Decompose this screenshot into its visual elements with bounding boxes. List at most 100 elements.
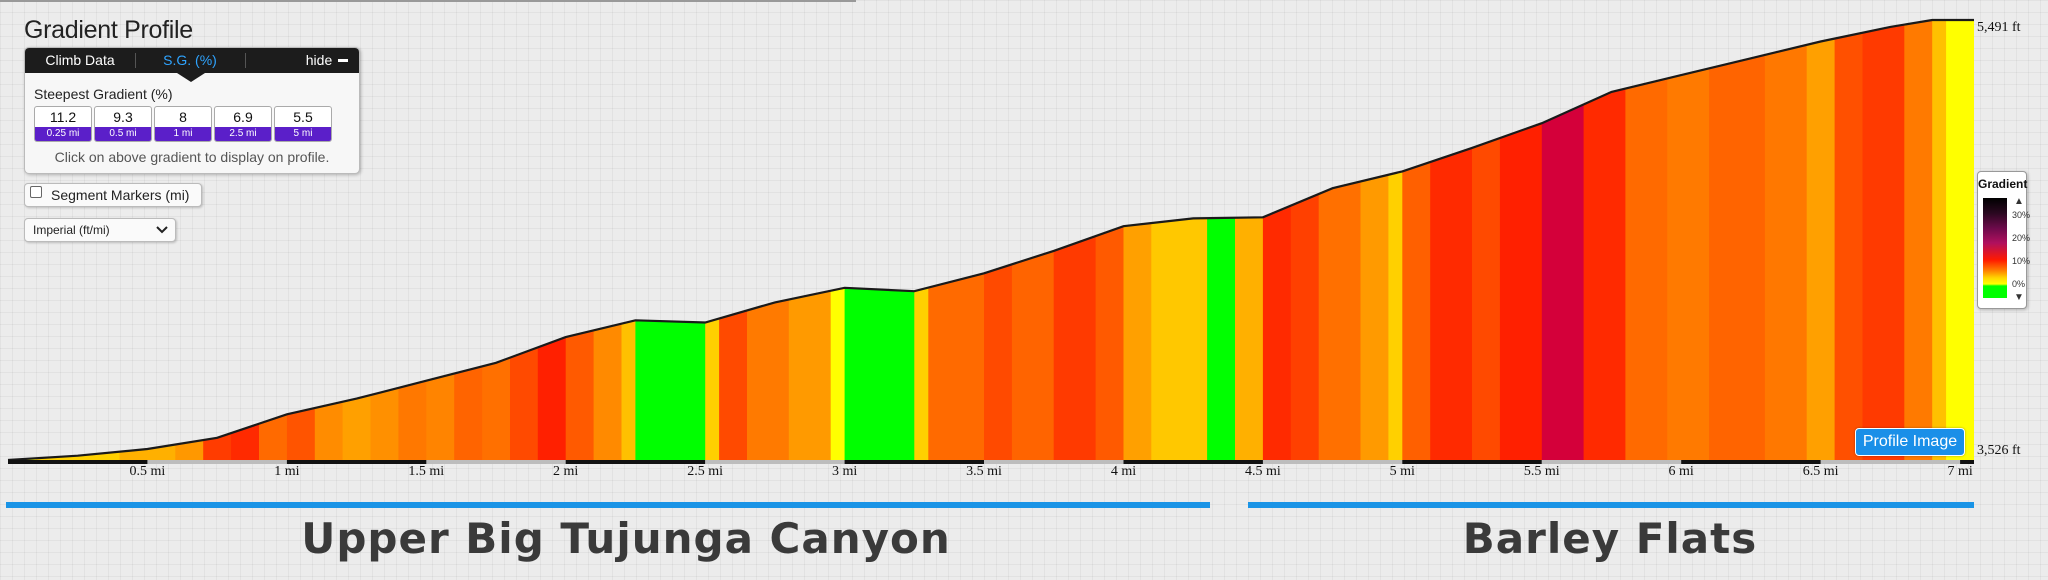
gradient-button-1mi[interactable]: 8 1 mi [154, 106, 212, 142]
segment-bar-upper-big-tujunga [6, 502, 1210, 508]
legend-title: Gradient [1978, 177, 2028, 191]
gradient-segment [1207, 20, 1236, 460]
distance-label: 0.5 mi [129, 464, 166, 479]
gradient-segment [621, 20, 636, 460]
hide-button[interactable]: hide [295, 48, 359, 73]
gradient-legend: Gradient ▲ 30% 20% 10% 0% ▼ [1977, 171, 2031, 309]
elevation-bottom-label: 3,526 ft [1977, 443, 2021, 458]
profile-image-button[interactable]: Profile Image [1855, 428, 1965, 456]
distance-label: 6 mi [1668, 464, 1694, 479]
mile-bar [1123, 460, 1263, 464]
page-title: Gradient Profile [24, 16, 193, 44]
gradient-segment [914, 20, 929, 460]
gradient-segment [1011, 20, 1055, 460]
gradient-distance: 0.5 mi [95, 127, 151, 141]
distance-label: 7 mi [1947, 464, 1973, 479]
segment-markers-checkbox[interactable] [30, 186, 42, 198]
gradient-hint: Click on above gradient to display on pr… [54, 149, 330, 165]
gradient-segment [984, 20, 1013, 460]
legend-color-bar [1983, 198, 2007, 298]
units-select[interactable]: Imperial (ft/mi) [24, 218, 176, 242]
gradient-distance: 1 mi [155, 127, 211, 141]
gradient-value: 9.3 [113, 109, 133, 125]
gradient-segment [1862, 20, 1905, 460]
gradient-segment [1499, 20, 1543, 460]
segment-name-upper-big-tujunga: Upper Big Tujunga Canyon [301, 514, 951, 563]
arrow-up-icon: ▲ [2014, 196, 2024, 207]
legend-tick: 20% [2012, 233, 2031, 243]
distance-label: 2.5 mi [687, 464, 724, 479]
legend-tick: 30% [2012, 210, 2031, 220]
mile-bars [8, 460, 1974, 464]
segment-bar-barley-flats [1248, 502, 1974, 508]
gradient-segment [1583, 20, 1626, 460]
distance-label: 3.5 mi [966, 464, 1002, 479]
units-selected-value: Imperial (ft/mi) [33, 223, 110, 237]
legend-tick: 0% [2012, 279, 2026, 289]
gradient-segment [1932, 20, 1947, 460]
gradient-segment [1904, 20, 1933, 460]
gradient-segment [1318, 20, 1362, 460]
distance-label: 3 mi [831, 464, 858, 479]
gradient-value: 6.9 [233, 109, 253, 125]
minus-icon [338, 58, 349, 62]
gradient-segment [1541, 20, 1585, 460]
gradient-segment [593, 20, 623, 460]
gradient-segment [1123, 20, 1152, 460]
gradient-button-0.25mi[interactable]: 11.2 0.25 mi [34, 106, 92, 142]
hide-label: hide [305, 52, 333, 68]
gradient-segment [1834, 20, 1864, 460]
gradient-segment [1430, 20, 1473, 460]
gradient-segment [510, 20, 539, 460]
arrow-down-icon: ▼ [2014, 292, 2024, 303]
top-divider [0, 0, 856, 2]
tab-climb-data[interactable]: Climb Data [25, 48, 135, 73]
distance-label: 6.5 mi [1802, 464, 1839, 479]
gradient-segment [454, 20, 483, 460]
gradient-segment [1625, 20, 1668, 460]
mile-bar [8, 460, 148, 464]
gradient-segment [830, 20, 846, 460]
gradient-segment [537, 20, 567, 460]
gradient-segment [635, 20, 706, 460]
gradient-button-2.5mi[interactable]: 6.9 2.5 mi [214, 106, 272, 142]
profile-outline [7, 18, 1974, 462]
gradient-segment [747, 20, 790, 460]
gradient-segment [1667, 20, 1710, 460]
gradient-button-5mi[interactable]: 5.5 5 mi [274, 106, 332, 142]
mile-bar [565, 460, 706, 464]
panel-tabbar: Climb Data S.G. (%) hide [25, 48, 359, 73]
distance-label: 1.5 mi [408, 464, 445, 479]
segment-name-barley-flats: Barley Flats [1462, 514, 1758, 563]
gradient-segment [426, 20, 455, 460]
gradient-segment [1151, 20, 1208, 460]
gradient-value: 8 [179, 109, 187, 125]
gradient-segment [1290, 20, 1320, 460]
mile-bar [844, 460, 984, 464]
tab-sg-label: S.G. (%) [163, 52, 217, 68]
distance-label: 4.5 mi [1245, 464, 1281, 479]
gradient-distance: 2.5 mi [215, 127, 271, 141]
distance-label: 1 mi [274, 464, 300, 479]
gradient-segment [1946, 20, 1974, 460]
gradient-button-0.5mi[interactable]: 9.3 0.5 mi [94, 106, 152, 142]
gradient-segment [1388, 20, 1403, 460]
tab-separator [135, 53, 136, 68]
gradient-segment [1709, 20, 1766, 460]
gradient-segment [1472, 20, 1501, 460]
gradient-segment [1764, 20, 1808, 460]
gradient-segment [398, 20, 427, 460]
gradient-segment [1360, 20, 1389, 460]
gradient-segment [1262, 20, 1292, 460]
distance-label: 5.5 mi [1523, 464, 1560, 479]
gradient-segment [844, 20, 915, 460]
mile-bar [1681, 460, 1821, 464]
tab-sg[interactable]: S.G. (%) [135, 48, 245, 73]
gradient-segment [565, 20, 595, 460]
segment-markers-toggle[interactable]: Segment Markers (mi) [24, 183, 202, 207]
chevron-down-icon [156, 226, 168, 234]
gradient-segment [1235, 20, 1264, 460]
baseline-bar [8, 460, 1974, 464]
legend-tick: 10% [2012, 256, 2031, 266]
gradient-segment [928, 20, 985, 460]
